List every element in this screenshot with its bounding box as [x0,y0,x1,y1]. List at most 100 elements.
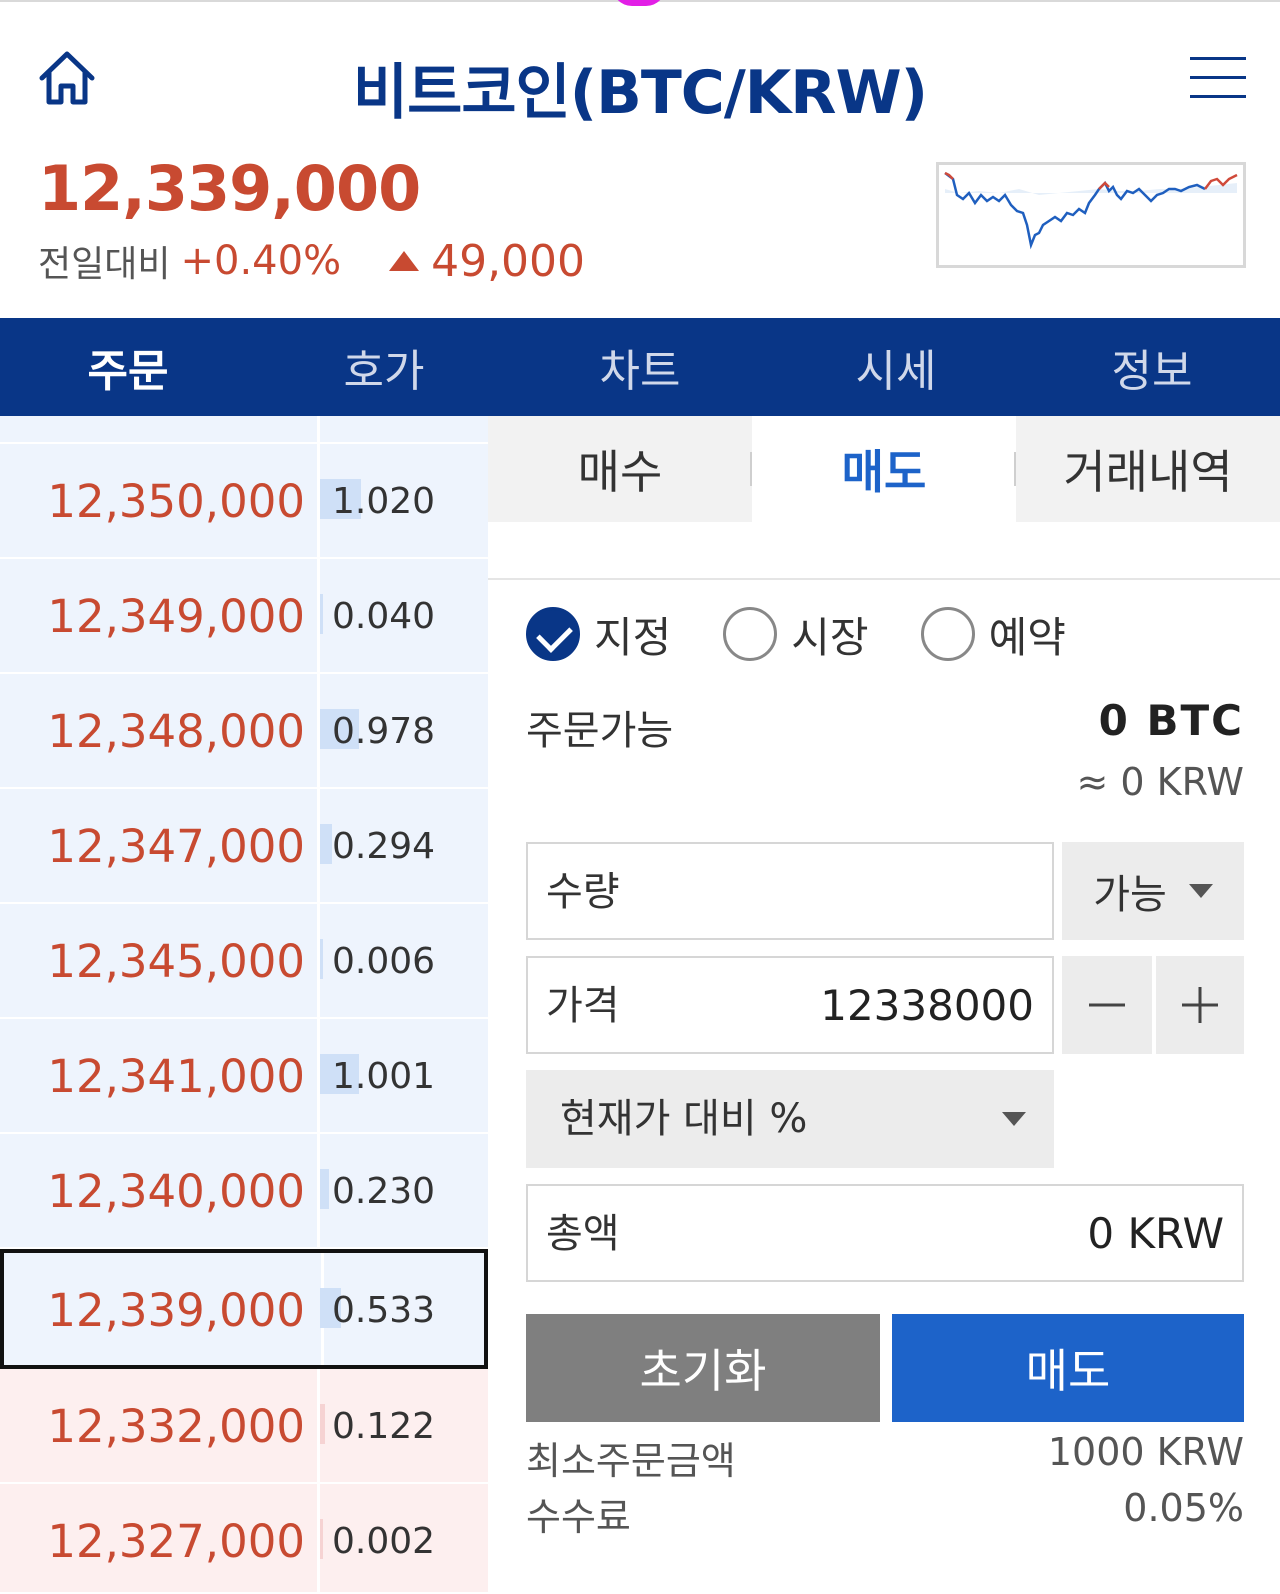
orderbook-row[interactable]: 12,349,000 0.040 [0,559,488,674]
quantity-bar [320,824,332,864]
total-field[interactable]: 총액 0 KRW [526,1184,1244,1282]
orderbook-quantity: 0.978 [332,711,436,752]
page-title: 비트코인(BTC/KRW) [352,58,928,128]
order-type-group: 지정 시장 예약 [526,604,1118,664]
tab-trade-history[interactable]: 거래내역 [1016,416,1280,522]
order-type-label: 지정 [594,612,672,662]
orderbook-quantity: 0.122 [332,1406,436,1447]
orderbook-quantity: 0.533 [332,1290,436,1331]
tab-order[interactable]: 주문 [87,346,169,397]
percent-dropdown-label: 현재가 대비 % [560,1096,808,1142]
available-krw: ≈ 0 KRW [1076,760,1244,804]
tab-sell[interactable]: 매도 [752,416,1016,522]
orderbook-price: 12,350,000 [47,475,305,528]
fee-label: 수수료 [526,1495,631,1539]
home-button[interactable] [36,48,98,108]
total-label: 총액 [546,1211,620,1257]
quantity-bar [320,1054,359,1094]
orderbook-row[interactable]: 12,327,000 0.002 [0,1484,488,1594]
home-icon [39,51,95,105]
tab-separator [750,452,752,486]
main-tabs: 주문 호가 차트 시세 정보 [0,318,1280,416]
price-increase-button[interactable] [1156,956,1244,1054]
quantity-bar [320,479,361,519]
tab-info[interactable]: 정보 [1111,346,1193,397]
quantity-field[interactable]: 수량 [526,842,1054,940]
caret-down-icon [1188,884,1213,898]
quantity-bar [320,594,323,634]
tab-separator [1014,452,1016,486]
order-type-limit[interactable]: 지정 [526,604,671,665]
orderbook-price: 12,341,000 [47,1050,305,1103]
orderbook-price: 12,345,000 [47,935,305,988]
radio-icon [723,607,778,661]
orderbook-price: 12,327,000 [47,1515,305,1568]
plus-icon [1182,987,1218,1023]
quantity-input[interactable] [528,844,1052,938]
divider [488,578,1280,580]
orderbook-row[interactable]: 12,350,000 1.020 [0,444,488,559]
order-subtabs: 매수 매도 거래내역 [488,416,1280,522]
change-amount: 49,000 [431,235,586,287]
tab-orderbook[interactable]: 호가 [343,346,425,397]
quantity-bar [320,1288,341,1328]
orderbook-price: 12,340,000 [47,1165,305,1218]
available-dropdown-label: 가능 [1093,872,1167,918]
tab-buy[interactable]: 매수 [488,416,752,522]
radio-icon [920,607,975,661]
orderbook-price: 12,349,000 [47,590,305,643]
price-change: 전일대비 +0.40% 49,000 [38,235,586,287]
order-type-reserved[interactable]: 예약 [920,604,1066,665]
available-btc: 0 BTC [1098,696,1244,745]
quantity-bar [320,1169,329,1209]
orderbook-row[interactable]: 12,348,000 0.978 [0,674,488,789]
order-type-market[interactable]: 시장 [723,604,869,665]
price-label: 가격 [546,983,620,1029]
orderbook-price: 12,339,000 [47,1284,305,1337]
orderbook-quantity: 1.001 [332,1056,436,1097]
mini-price-chart[interactable] [936,162,1246,268]
minus-icon [1089,1003,1125,1007]
orderbook-row[interactable]: 12,332,000 0.122 [0,1369,488,1484]
up-arrow-icon [389,251,420,271]
orderbook-price: 12,348,000 [47,705,305,758]
orderbook-row[interactable]: 12,347,000 0.294 [0,789,488,904]
orderbook-quantity: 0.002 [332,1521,436,1562]
price-value[interactable]: 12338000 [820,981,1034,1030]
min-order-label: 최소주문금액 [526,1439,736,1483]
quantity-bar [320,1404,325,1444]
check-icon [526,607,580,661]
order-panel: 매수 매도 거래내역 지정 시장 예약 주문가능 0 BTC ≈ 0 KRW 수… [488,416,1280,1594]
caret-down-icon [1002,1112,1026,1126]
order-type-label: 시장 [791,612,869,662]
orderbook-quantity: 1.020 [332,481,436,522]
orderbook: 12,350,000 1.020 12,349,000 0.040 12,348… [0,416,488,1594]
quantity-bar [320,1519,323,1559]
orderbook-quantity: 0.294 [332,826,436,867]
sell-button[interactable]: 매도 [892,1314,1244,1422]
percent-of-current-dropdown[interactable]: 현재가 대비 % [526,1070,1054,1168]
header: 비트코인(BTC/KRW) 12,339,000 전일대비 +0.40% 49,… [0,0,1280,318]
menu-button[interactable] [1190,57,1246,99]
reset-button[interactable]: 초기화 [526,1314,880,1422]
orderbook-quantity: 0.006 [332,941,436,982]
price-decrease-button[interactable] [1062,956,1152,1054]
orderbook-quantity: 0.230 [332,1171,436,1212]
orderbook-row[interactable]: 12,340,000 0.230 [0,1134,488,1249]
quantity-bar [320,709,359,749]
price-field[interactable]: 가격 12338000 [526,956,1054,1054]
tab-market-price[interactable]: 시세 [855,346,937,397]
tab-chart[interactable]: 차트 [599,346,681,397]
total-value: 0 KRW [1087,1209,1224,1258]
fee-value: 0.05% [1123,1486,1244,1530]
change-percent: +0.40% [180,238,342,284]
notification-indicator [612,0,666,6]
available-dropdown[interactable]: 가능 [1062,842,1244,940]
min-order-value: 1000 KRW [1047,1430,1244,1474]
order-type-label: 예약 [988,612,1066,662]
orderbook-row[interactable]: 12,341,000 1.001 [0,1019,488,1134]
quantity-bar [320,939,323,979]
orderbook-row[interactable]: 12,345,000 0.006 [0,904,488,1019]
orderbook-row-current[interactable]: 12,339,000 0.533 [0,1249,488,1369]
orderbook-price: 12,347,000 [47,820,305,873]
